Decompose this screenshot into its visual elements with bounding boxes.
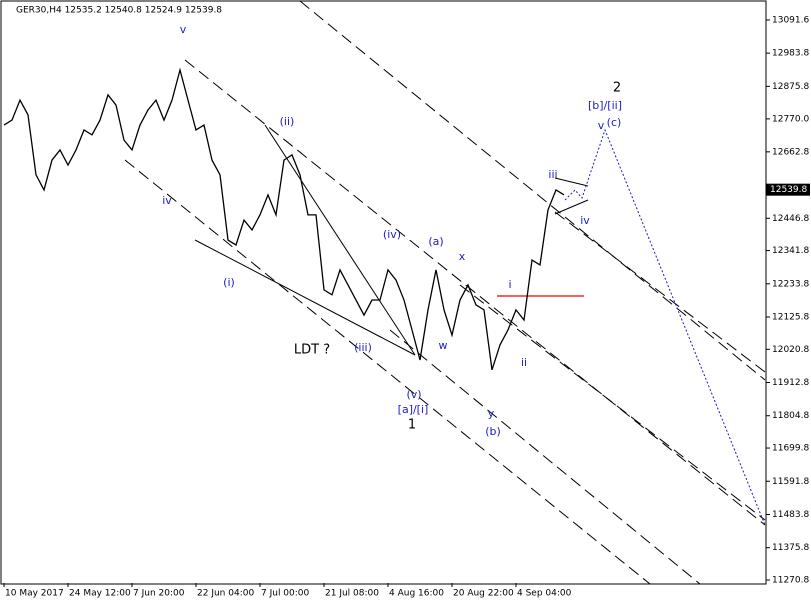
wave-label: (c) — [607, 116, 622, 129]
x-tick-label: 7 Jul 00:00 — [261, 589, 310, 599]
y-tick-label: 12662.8 — [772, 147, 809, 157]
y-tick-label: 12125.8 — [772, 313, 809, 323]
wave-label: iv — [162, 194, 172, 207]
wave-label: (iii) — [354, 341, 372, 354]
x-tick-label: 7 Jun 20:00 — [133, 589, 185, 599]
wave-label: ii — [521, 356, 527, 369]
y-tick-label: 12446.8 — [772, 214, 809, 224]
last-price-label: 12539.8 — [770, 185, 807, 195]
x-tick-label: 20 Aug 22:00 — [453, 589, 514, 599]
x-tick-label: 24 May 12:00 — [69, 589, 131, 599]
wave-label: [b]/[ii] — [588, 99, 622, 112]
y-tick-label: 11912.8 — [772, 378, 809, 388]
x-tick-label: 4 Aug 16:00 — [389, 589, 444, 599]
y-tick-label: 12875.8 — [772, 82, 809, 92]
x-tick-label: 22 Jun 04:00 — [197, 589, 254, 599]
y-tick-label: 11270.8 — [772, 575, 809, 585]
last-price-box — [766, 183, 810, 196]
wave-label: [a]/[i] — [398, 403, 429, 416]
y-tick-label: 13091.6 — [772, 15, 809, 25]
chart-title: GER30,H4 12535.2 12540.8 12524.9 12539.8 — [16, 6, 222, 16]
y-tick-label: 11375.8 — [772, 543, 809, 553]
x-tick-label: 4 Sep 04:00 — [517, 589, 572, 599]
y-tick-label: 12983.8 — [772, 49, 809, 59]
wave-label: 1 — [408, 418, 416, 433]
wave-label: (iv) — [383, 228, 401, 241]
y-tick-label: 12770.0 — [772, 114, 809, 124]
y-tick-label: 11591.8 — [772, 477, 809, 487]
wave-label: (i) — [223, 276, 235, 289]
y-tick-label: 12020.8 — [772, 345, 809, 355]
y-tick-label: 12341.8 — [772, 246, 809, 256]
wave-label: i — [508, 278, 511, 291]
wave-label: (b) — [485, 425, 501, 438]
wave-label: x — [459, 250, 466, 263]
y-tick-label: 12233.8 — [772, 279, 809, 289]
wave-label: iii — [548, 168, 557, 181]
price-line — [3, 67, 565, 371]
y-tick-label: 11483.8 — [772, 510, 809, 520]
wave-label: (v) — [406, 388, 421, 401]
wave-label: LDT ? — [294, 343, 330, 358]
wave-label: (ii) — [280, 115, 295, 128]
wave-label: y — [488, 407, 495, 420]
plot-frame — [0, 0, 767, 585]
wave-label: w — [439, 339, 448, 352]
wave-label: iv — [580, 214, 590, 227]
wave-label: 2 — [613, 81, 621, 96]
y-tick-label: 11699.8 — [772, 444, 809, 454]
y-tick-label: 11804.8 — [772, 411, 809, 421]
wave-label: v — [598, 119, 605, 132]
wave-label: (a) — [428, 235, 443, 248]
wave-label: v — [180, 23, 187, 36]
x-tick-label: 10 May 2017 — [5, 589, 64, 599]
x-tick-label: 21 Jul 08:00 — [325, 589, 379, 599]
